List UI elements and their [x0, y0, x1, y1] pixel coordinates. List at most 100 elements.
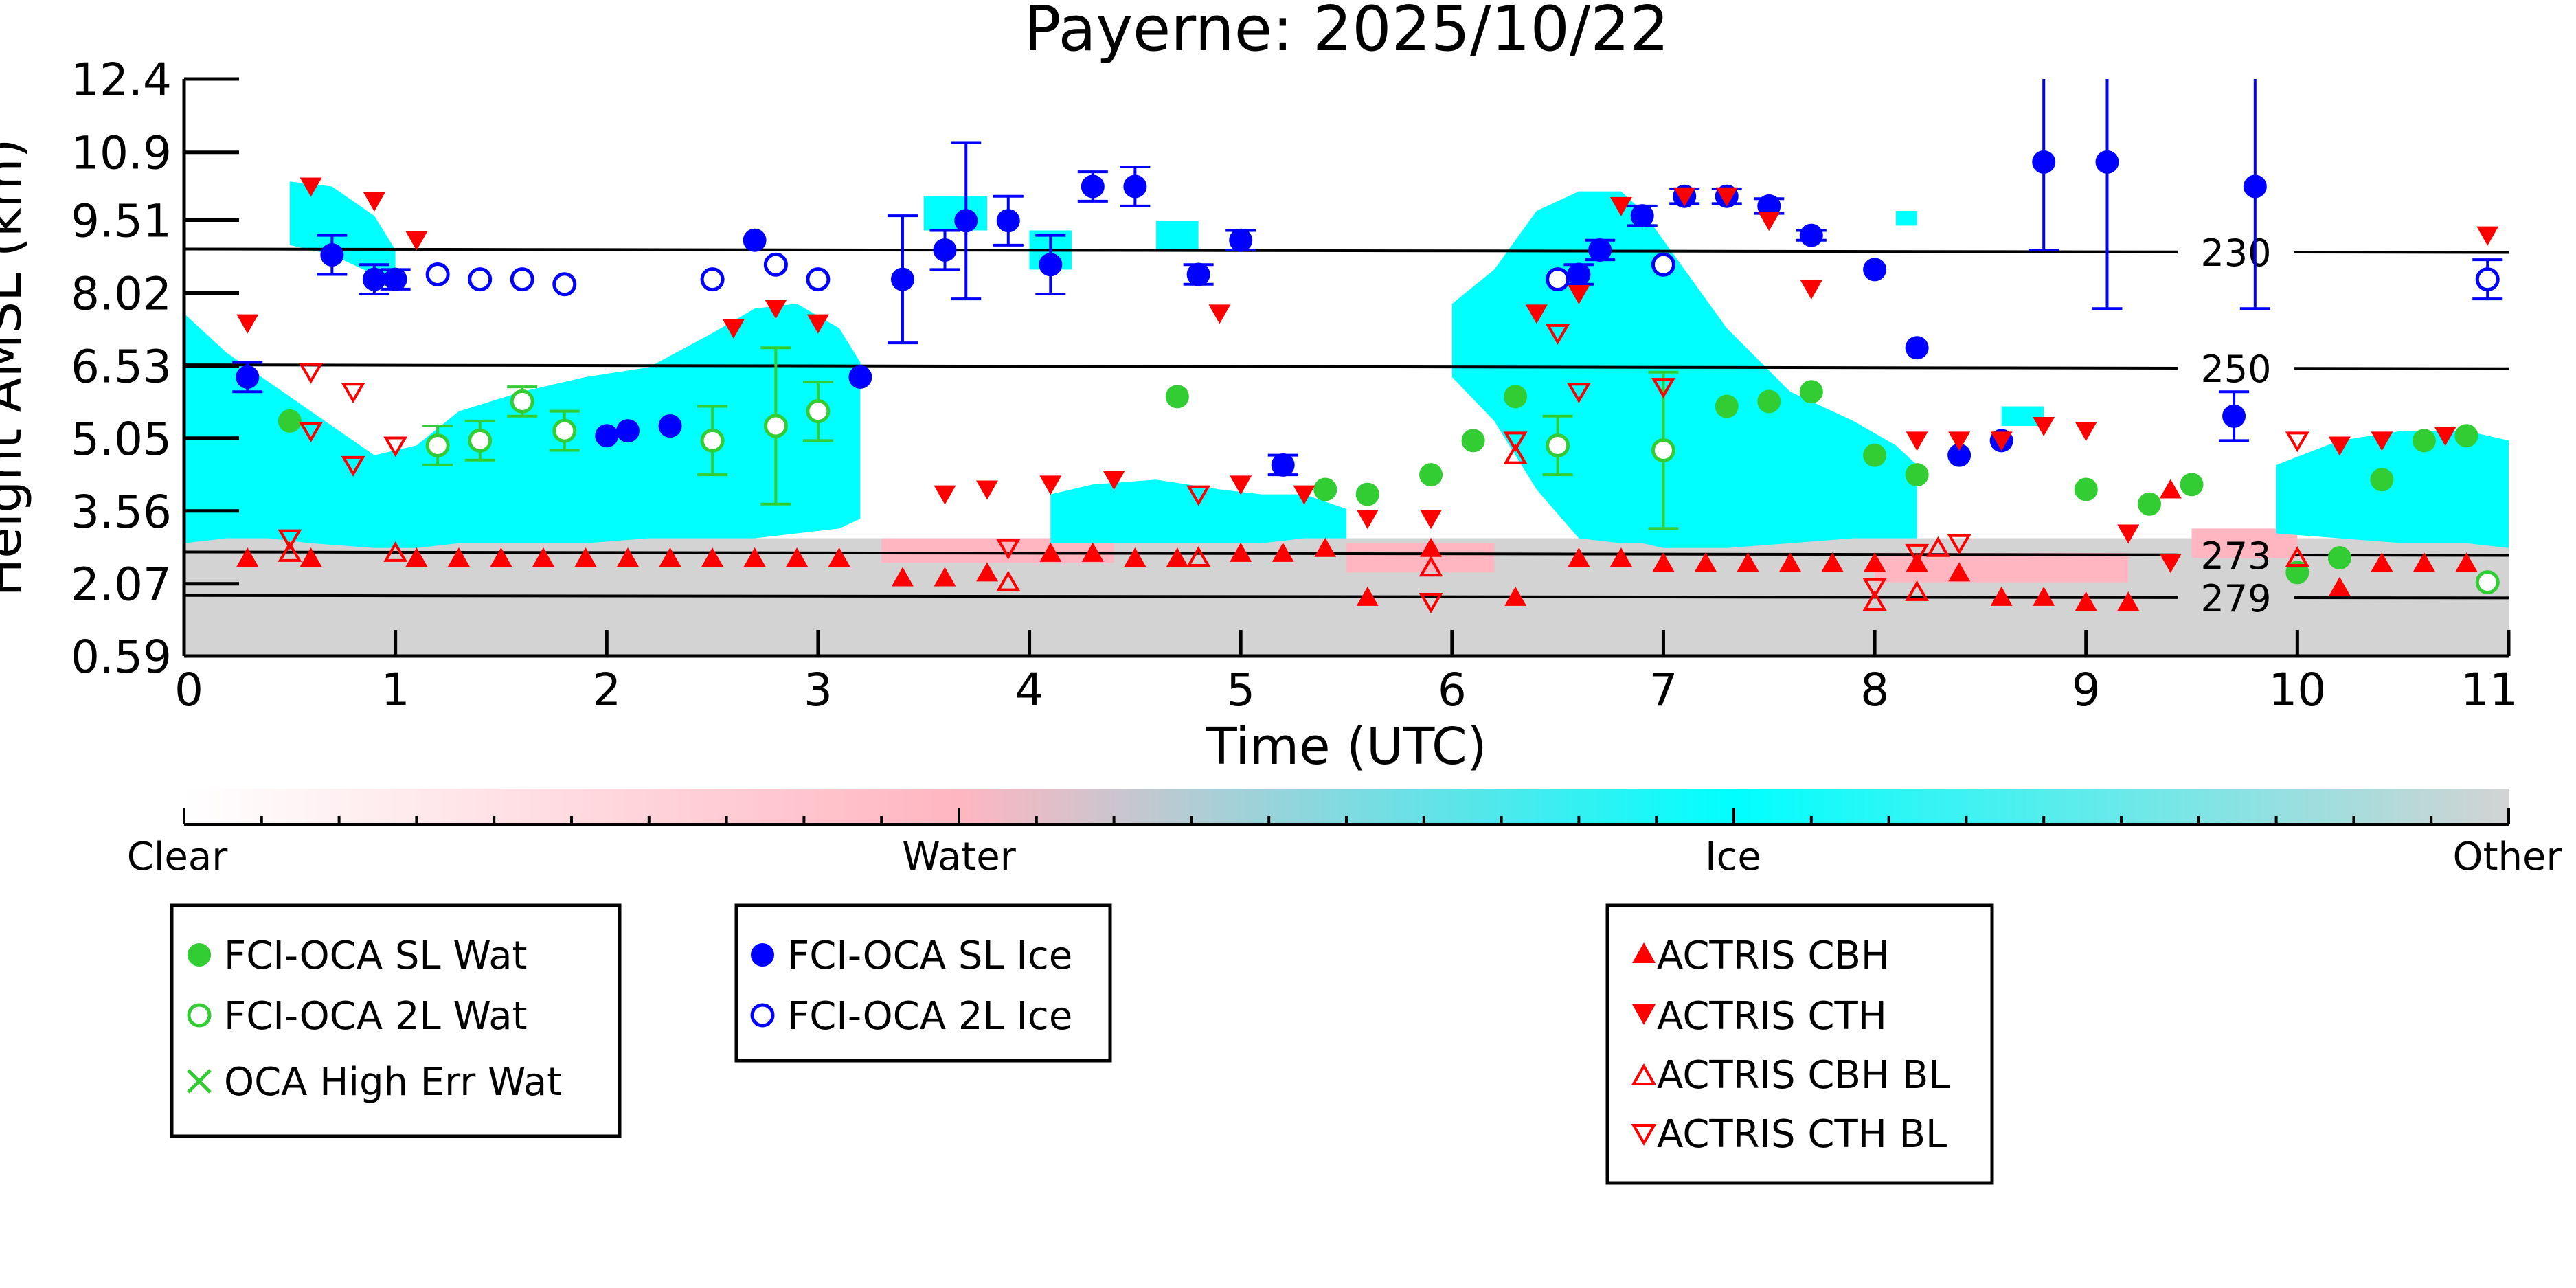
data-point [2180, 473, 2204, 497]
x-tick-label: 10 [2268, 664, 2326, 716]
data-point [2159, 479, 2182, 499]
legend-marker-sl-wat [188, 943, 211, 967]
data-point [468, 267, 493, 292]
data-point [1355, 482, 1379, 506]
data-point [595, 424, 619, 448]
data-point [362, 267, 386, 291]
phase-ice-region [2276, 431, 2509, 548]
data-point [552, 418, 577, 443]
data-point [1419, 463, 1443, 487]
colorbar-label-other: Other [2452, 835, 2562, 879]
data-point [405, 547, 428, 567]
data-point [933, 238, 957, 262]
x-tick-label: 7 [1649, 664, 1677, 716]
colorbar-ticks [183, 808, 2510, 826]
data-point [1271, 453, 1295, 477]
isotherm-label: 279 [2200, 577, 2271, 620]
data-point [1186, 546, 1211, 567]
data-point [236, 547, 259, 567]
data-point [1799, 380, 1823, 404]
isotherm-label: 230 [2200, 231, 2271, 275]
legend-label-cbh-bl: ACTRIS CBH BL [1657, 1053, 1950, 1098]
data-point [996, 209, 1020, 233]
data-point [1800, 280, 1822, 300]
colorbar-label-clear: Clear [127, 835, 228, 879]
isotherm-line [183, 550, 2178, 556]
data-point [1905, 543, 1930, 565]
data-point [786, 547, 809, 567]
data-point [2327, 546, 2351, 570]
data-point [1990, 586, 2013, 606]
data-point [2285, 546, 2309, 567]
data-point [1609, 196, 1632, 216]
data-point [1906, 431, 1928, 451]
isotherm-line [183, 594, 2178, 599]
x-tick-label: 4 [1015, 664, 1044, 716]
legend-marker-sl-ice [751, 943, 774, 967]
data-point [425, 262, 450, 287]
data-point [1863, 443, 1887, 467]
y-tick-label: 5.05 [71, 413, 172, 466]
data-point [2412, 429, 2436, 453]
data-point [320, 243, 344, 267]
data-point [701, 547, 724, 567]
legend-ice: FCI-OCA SL Ice FCI-OCA 2L Ice [734, 903, 1112, 1063]
data-point [447, 547, 470, 567]
y-axis-label: Height AMSL (km) [0, 138, 33, 596]
data-point [1864, 552, 1886, 572]
data-point [1503, 443, 1528, 464]
data-point [1990, 431, 2013, 451]
data-point [1715, 187, 1738, 207]
data-point [383, 267, 407, 291]
data-point [1651, 378, 1675, 399]
data-point [806, 314, 829, 334]
data-point [2475, 267, 2500, 292]
data-point [1652, 552, 1675, 572]
data-point [1905, 336, 1929, 360]
data-point [890, 267, 914, 291]
data-point [1630, 204, 1654, 228]
data-point [1229, 228, 1253, 252]
data-point [1039, 253, 1063, 277]
data-point [1588, 238, 1612, 262]
data-point [1419, 593, 1443, 614]
data-point [2075, 591, 2097, 611]
data-point [1103, 471, 1125, 490]
phase-ice-region [1451, 191, 1917, 548]
x-tick-label: 6 [1438, 664, 1467, 716]
data-point [1758, 212, 1781, 231]
y-tick-label: 0.59 [71, 631, 172, 683]
data-point [2476, 226, 2499, 246]
legend-actris: ACTRIS CBH ACTRIS CTH ACTRIS CBH BL ACTR… [1605, 903, 1994, 1185]
phase-ice-patch [1895, 211, 1917, 226]
legend-marker-high-err-wat [187, 1069, 212, 1094]
data-point [1546, 267, 1570, 292]
phase-ice-patch [1156, 221, 1199, 250]
data-point [1715, 394, 1739, 418]
data-point [1039, 542, 1062, 562]
y-tick-label: 6.53 [71, 341, 172, 394]
legend-marker-cbh-bl [1631, 1063, 1657, 1085]
data-point [1186, 262, 1210, 286]
data-point [236, 314, 259, 334]
data-point [1799, 223, 1823, 247]
data-point [1420, 510, 1443, 530]
data-point [1525, 304, 1548, 324]
data-point [383, 436, 408, 457]
data-point [1081, 174, 1105, 199]
legend-marker-cth-bl [1631, 1124, 1657, 1146]
data-point [1546, 324, 1570, 345]
y-tick-label: 8.02 [71, 268, 172, 321]
data-point [1925, 536, 1950, 557]
data-point [1905, 580, 1930, 601]
data-point [299, 363, 324, 384]
data-point [1651, 438, 1675, 463]
data-point [806, 399, 831, 424]
legend-marker-cth [1632, 1004, 1656, 1025]
data-point [510, 267, 534, 292]
data-point [976, 562, 999, 582]
data-point [1123, 174, 1147, 199]
data-point [976, 480, 999, 500]
data-point [383, 541, 408, 562]
data-point [2328, 576, 2351, 596]
